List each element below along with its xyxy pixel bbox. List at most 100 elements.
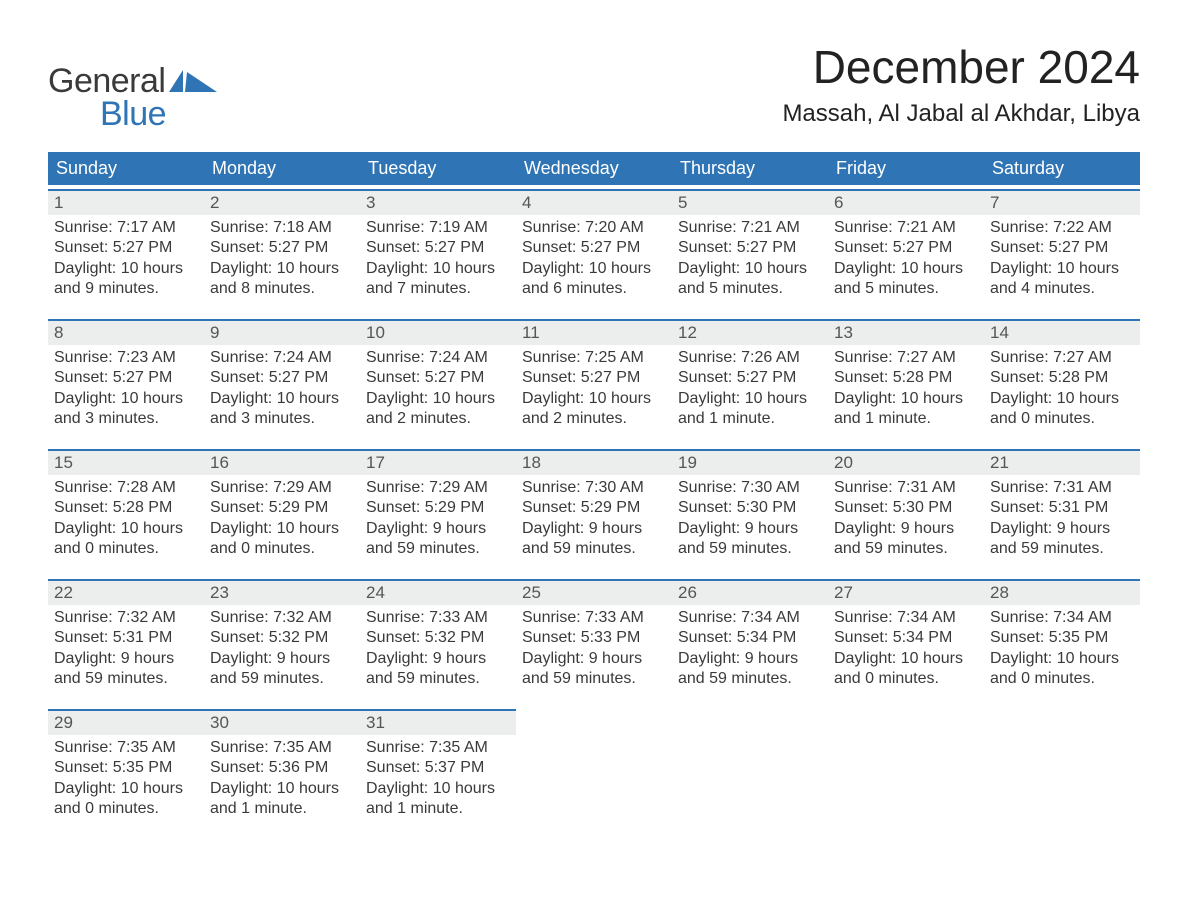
day-daylight1: Daylight: 10 hours (678, 389, 822, 409)
day-details: Sunrise: 7:34 AMSunset: 5:35 PMDaylight:… (984, 605, 1140, 698)
dow-saturday: Saturday (984, 152, 1140, 185)
day-number: 11 (516, 319, 672, 345)
dow-monday: Monday (204, 152, 360, 185)
dow-tuesday: Tuesday (360, 152, 516, 185)
day-sunset: Sunset: 5:30 PM (678, 498, 822, 518)
day-details: Sunrise: 7:17 AMSunset: 5:27 PMDaylight:… (48, 215, 204, 308)
day-daylight1: Daylight: 10 hours (210, 779, 354, 799)
day-sunrise: Sunrise: 7:26 AM (678, 348, 822, 368)
day-sunrise: Sunrise: 7:21 AM (678, 218, 822, 238)
location-subtitle: Massah, Al Jabal al Akhdar, Libya (782, 100, 1140, 128)
day-daylight1: Daylight: 10 hours (210, 519, 354, 539)
day-cell: 19Sunrise: 7:30 AMSunset: 5:30 PMDayligh… (672, 449, 828, 575)
day-number: 1 (48, 189, 204, 215)
day-cell: 11Sunrise: 7:25 AMSunset: 5:27 PMDayligh… (516, 319, 672, 445)
day-cell: 9Sunrise: 7:24 AMSunset: 5:27 PMDaylight… (204, 319, 360, 445)
flag-icon (169, 70, 217, 92)
day-number: 5 (672, 189, 828, 215)
day-daylight2: and 0 minutes. (990, 409, 1134, 429)
day-details: Sunrise: 7:21 AMSunset: 5:27 PMDaylight:… (828, 215, 984, 308)
day-cell: 16Sunrise: 7:29 AMSunset: 5:29 PMDayligh… (204, 449, 360, 575)
day-daylight2: and 4 minutes. (990, 279, 1134, 299)
day-sunset: Sunset: 5:34 PM (678, 628, 822, 648)
day-sunset: Sunset: 5:28 PM (990, 368, 1134, 388)
day-sunset: Sunset: 5:35 PM (990, 628, 1134, 648)
day-cell: 14Sunrise: 7:27 AMSunset: 5:28 PMDayligh… (984, 319, 1140, 445)
day-sunrise: Sunrise: 7:22 AM (990, 218, 1134, 238)
day-sunset: Sunset: 5:27 PM (366, 368, 510, 388)
day-daylight1: Daylight: 10 hours (990, 259, 1134, 279)
day-daylight2: and 0 minutes. (54, 539, 198, 559)
day-sunset: Sunset: 5:27 PM (366, 238, 510, 258)
day-sunset: Sunset: 5:33 PM (522, 628, 666, 648)
day-details: Sunrise: 7:21 AMSunset: 5:27 PMDaylight:… (672, 215, 828, 308)
day-number: 29 (48, 709, 204, 735)
day-daylight1: Daylight: 9 hours (366, 519, 510, 539)
day-number: 4 (516, 189, 672, 215)
day-of-week-row: Sunday Monday Tuesday Wednesday Thursday… (48, 152, 1140, 185)
day-details: Sunrise: 7:31 AMSunset: 5:30 PMDaylight:… (828, 475, 984, 568)
day-details: Sunrise: 7:30 AMSunset: 5:30 PMDaylight:… (672, 475, 828, 568)
day-number: 13 (828, 319, 984, 345)
dow-thursday: Thursday (672, 152, 828, 185)
day-sunrise: Sunrise: 7:21 AM (834, 218, 978, 238)
day-sunrise: Sunrise: 7:33 AM (522, 608, 666, 628)
day-cell: 23Sunrise: 7:32 AMSunset: 5:32 PMDayligh… (204, 579, 360, 705)
day-number: 3 (360, 189, 516, 215)
day-daylight2: and 59 minutes. (678, 539, 822, 559)
day-daylight1: Daylight: 10 hours (54, 519, 198, 539)
day-details: Sunrise: 7:30 AMSunset: 5:29 PMDaylight:… (516, 475, 672, 568)
day-daylight2: and 0 minutes. (54, 799, 198, 819)
day-number: 25 (516, 579, 672, 605)
day-cell: 8Sunrise: 7:23 AMSunset: 5:27 PMDaylight… (48, 319, 204, 445)
day-cell: 28Sunrise: 7:34 AMSunset: 5:35 PMDayligh… (984, 579, 1140, 705)
day-details: Sunrise: 7:29 AMSunset: 5:29 PMDaylight:… (360, 475, 516, 568)
day-daylight2: and 1 minute. (834, 409, 978, 429)
day-sunrise: Sunrise: 7:27 AM (834, 348, 978, 368)
day-details: Sunrise: 7:23 AMSunset: 5:27 PMDaylight:… (48, 345, 204, 438)
day-details: Sunrise: 7:32 AMSunset: 5:31 PMDaylight:… (48, 605, 204, 698)
day-daylight2: and 5 minutes. (834, 279, 978, 299)
day-cell: 30Sunrise: 7:35 AMSunset: 5:36 PMDayligh… (204, 709, 360, 835)
day-cell: 29 Sunrise: 7:35 AMSunset: 5:35 PMDayligh… (48, 709, 204, 835)
day-sunset: Sunset: 5:28 PM (834, 368, 978, 388)
day-number: 16 (204, 449, 360, 475)
day-daylight2: and 0 minutes. (834, 669, 978, 689)
day-details: Sunrise: 7:33 AMSunset: 5:33 PMDaylight:… (516, 605, 672, 698)
day-cell: 10Sunrise: 7:24 AMSunset: 5:27 PMDayligh… (360, 319, 516, 445)
day-number: 28 (984, 579, 1140, 605)
day-daylight1: Daylight: 10 hours (54, 779, 198, 799)
day-sunset: Sunset: 5:27 PM (678, 368, 822, 388)
day-sunrise: Sunrise: 7:35 AM (366, 738, 510, 758)
day-sunrise: Sunrise: 7:30 AM (522, 478, 666, 498)
day-cell: 5Sunrise: 7:21 AMSunset: 5:27 PMDaylight… (672, 189, 828, 315)
day-details: Sunrise: 7:35 AMSunset: 5:37 PMDaylight:… (360, 735, 516, 828)
day-details: Sunrise: 7:32 AMSunset: 5:32 PMDaylight:… (204, 605, 360, 698)
day-daylight2: and 59 minutes. (990, 539, 1134, 559)
day-sunset: Sunset: 5:37 PM (366, 758, 510, 778)
day-sunrise: Sunrise: 7:20 AM (522, 218, 666, 238)
day-daylight2: and 0 minutes. (210, 539, 354, 559)
day-sunrise: Sunrise: 7:34 AM (678, 608, 822, 628)
dow-friday: Friday (828, 152, 984, 185)
day-number: 21 (984, 449, 1140, 475)
day-daylight1: Daylight: 10 hours (522, 389, 666, 409)
day-sunrise: Sunrise: 7:31 AM (834, 478, 978, 498)
day-daylight2: and 7 minutes. (366, 279, 510, 299)
day-details: Sunrise: 7:28 AMSunset: 5:28 PMDaylight:… (48, 475, 204, 568)
day-sunset: Sunset: 5:35 PM (54, 758, 198, 778)
day-number: 10 (360, 319, 516, 345)
day-sunrise: Sunrise: 7:30 AM (678, 478, 822, 498)
brand-logo: General Blue (48, 62, 217, 134)
day-daylight1: Daylight: 9 hours (834, 519, 978, 539)
day-daylight2: and 59 minutes. (210, 669, 354, 689)
day-number: 15 (48, 449, 204, 475)
day-daylight2: and 59 minutes. (522, 669, 666, 689)
day-cell: 21Sunrise: 7:31 AMSunset: 5:31 PMDayligh… (984, 449, 1140, 575)
day-details: Sunrise: 7:24 AMSunset: 5:27 PMDaylight:… (360, 345, 516, 438)
day-daylight1: Daylight: 9 hours (54, 649, 198, 669)
day-sunrise: Sunrise: 7:35 AM (54, 738, 198, 758)
day-details: Sunrise: 7:26 AMSunset: 5:27 PMDaylight:… (672, 345, 828, 438)
day-sunrise: Sunrise: 7:24 AM (366, 348, 510, 368)
day-details: Sunrise: 7:33 AMSunset: 5:32 PMDaylight:… (360, 605, 516, 698)
